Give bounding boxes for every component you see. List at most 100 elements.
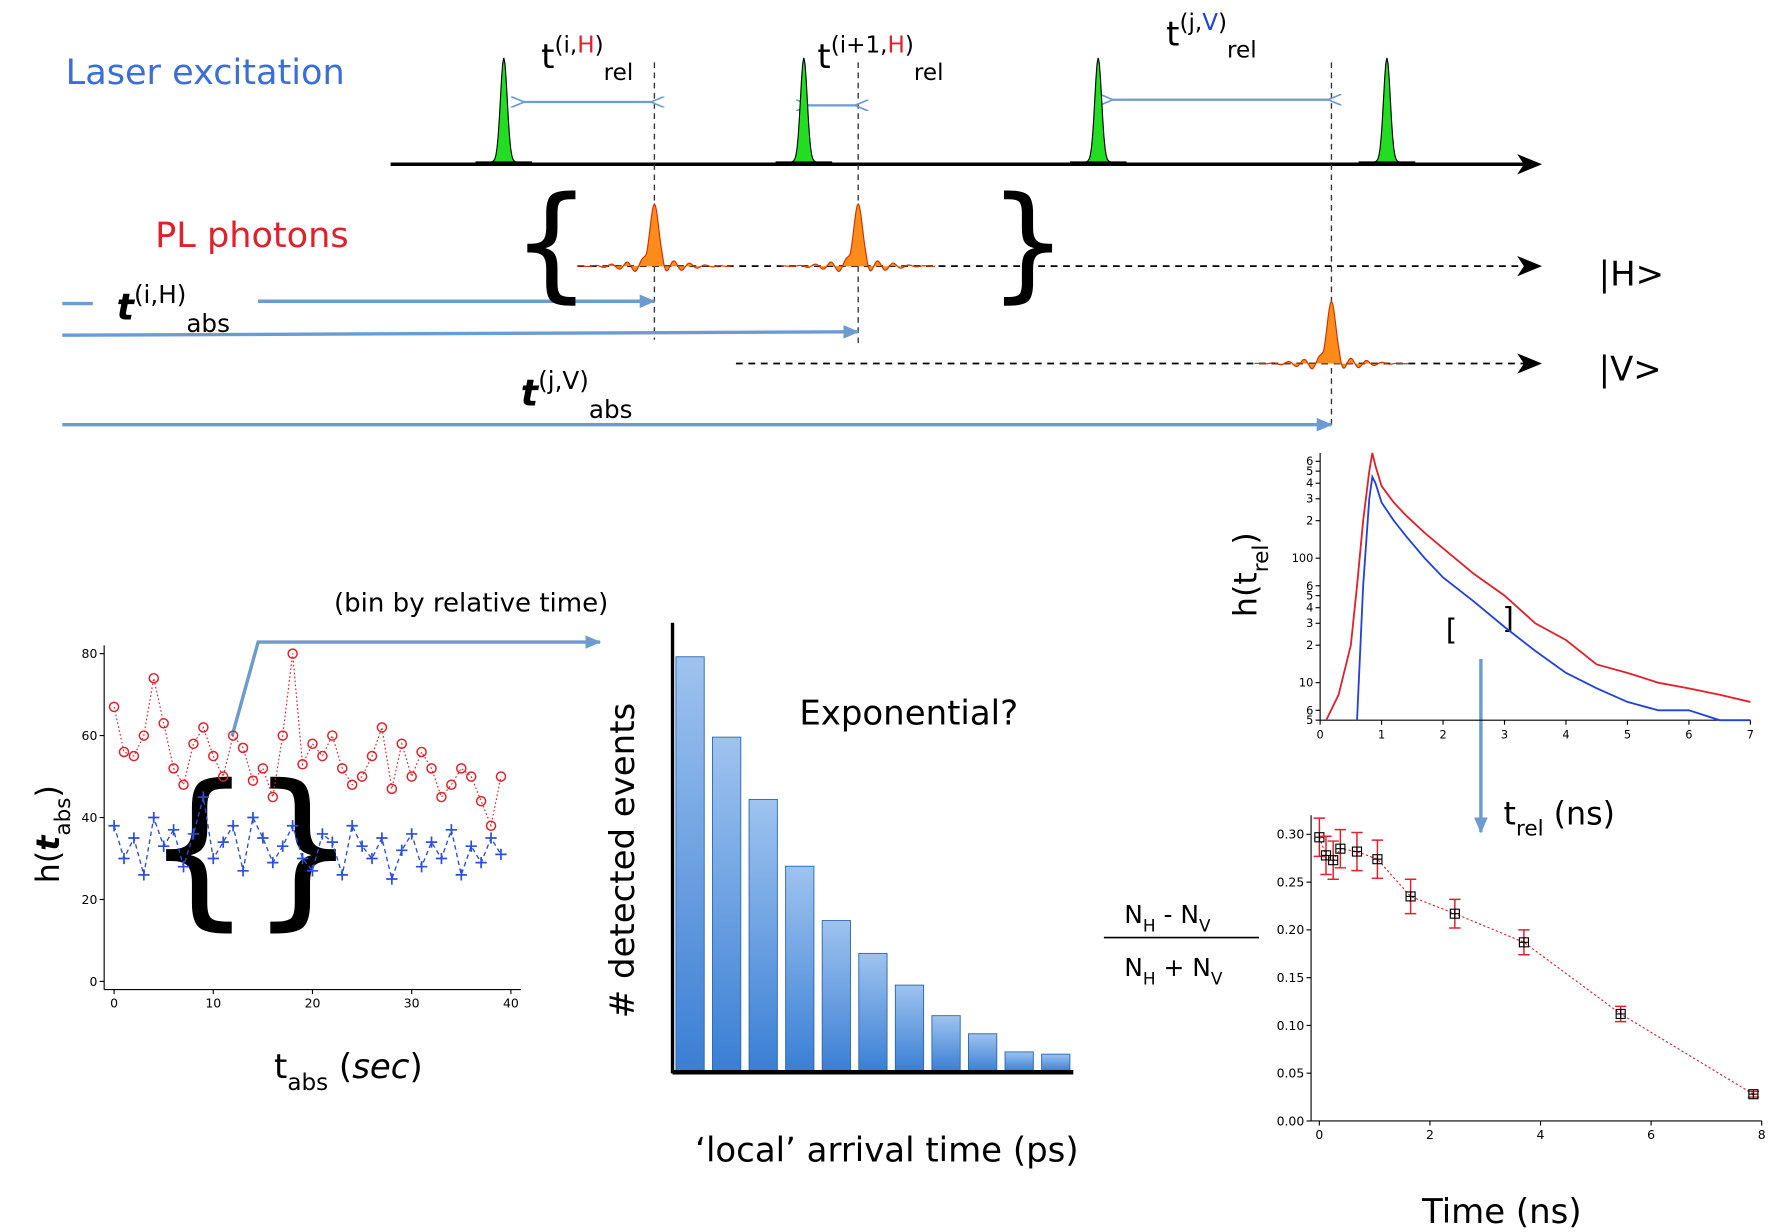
text-part: ) <box>1229 532 1265 544</box>
marker <box>1518 937 1530 948</box>
marker <box>425 836 438 848</box>
marker <box>455 869 467 881</box>
x-axis-label: ‘local’ arrival time (ps) <box>695 1131 1078 1171</box>
marker <box>188 738 199 750</box>
marker <box>138 730 150 741</box>
marker <box>237 742 249 754</box>
marker <box>286 820 299 832</box>
text-part: (i,H) <box>134 280 186 309</box>
text-part: t <box>541 37 554 77</box>
marker <box>456 763 467 774</box>
marker <box>267 856 279 869</box>
bar <box>748 798 778 1072</box>
x-tick-label: 1 <box>1378 727 1385 741</box>
marker <box>435 852 448 865</box>
svg-text:[: [ <box>1446 613 1457 647</box>
x-tick-label: 4 <box>1537 1127 1545 1142</box>
pl-pulse <box>577 202 732 273</box>
marker <box>1405 891 1416 902</box>
marker <box>1748 1089 1759 1100</box>
y-tick-label: 5 <box>1306 713 1313 727</box>
marker <box>316 828 329 840</box>
marker <box>336 869 348 881</box>
marker <box>465 771 477 782</box>
rel-label: t(i,H)rel <box>541 33 633 86</box>
text-part: sec <box>352 1047 410 1087</box>
marker <box>257 763 269 774</box>
ratio-denominator: NH + NV <box>1124 953 1223 989</box>
marker <box>307 738 318 750</box>
bar <box>894 984 925 1072</box>
svg-text:}: } <box>249 749 357 947</box>
marker <box>396 738 408 750</box>
y-tick-label: 3 <box>1306 492 1313 506</box>
marker <box>1351 846 1363 857</box>
x-tick-label: 6 <box>1647 1127 1655 1142</box>
text-part: V <box>1202 10 1218 36</box>
marker <box>436 791 447 803</box>
y-tick-label: 0.20 <box>1277 922 1305 937</box>
x-tick-label: 5 <box>1624 727 1631 741</box>
bar <box>968 1033 998 1072</box>
text-part: V <box>1199 916 1211 936</box>
marker <box>346 779 358 791</box>
marker <box>336 763 348 774</box>
series-line <box>1356 473 1751 722</box>
y-tick-label: 0.15 <box>1277 970 1305 985</box>
marker <box>495 771 507 782</box>
pl-label: PL photons <box>155 215 349 256</box>
laser-pulse <box>775 57 833 163</box>
marker <box>168 763 179 774</box>
laser-pulse <box>1358 57 1416 163</box>
y-tick-label: 40 <box>82 810 98 825</box>
x-axis-label: Time (ns) <box>1421 1192 1582 1232</box>
x-tick-label: 8 <box>1758 1127 1766 1142</box>
marker <box>346 820 358 832</box>
text-part: ) <box>1218 10 1227 36</box>
marker <box>317 750 328 762</box>
marker <box>426 763 437 774</box>
marker <box>177 861 190 873</box>
marker <box>296 852 309 865</box>
pl-pulse <box>781 202 936 273</box>
text-part: N <box>1124 900 1143 929</box>
y-tick-label: 0 <box>89 974 97 989</box>
text-part: t <box>31 834 67 851</box>
y-axis-label: h(trel) <box>1229 532 1274 617</box>
x-tick-label: 2 <box>1426 1127 1434 1142</box>
text-part: rel <box>914 60 944 86</box>
text-part: t <box>1166 14 1179 54</box>
text-part: (ns) <box>1544 796 1615 832</box>
marker <box>207 852 219 865</box>
svg-text:}: } <box>988 170 1067 315</box>
bar <box>712 736 742 1072</box>
text-part: abs <box>186 309 230 338</box>
text-part: t <box>521 371 540 414</box>
y-tick-label: 4 <box>1306 476 1313 490</box>
bar <box>858 952 888 1072</box>
text-part: ) <box>595 33 604 59</box>
text-part: H <box>888 33 905 59</box>
bar <box>821 920 851 1072</box>
series-line <box>113 653 502 828</box>
range-brackets: [] <box>1446 601 1514 646</box>
y-tick-label: 0.10 <box>1277 1018 1305 1033</box>
marker <box>485 832 497 844</box>
marker <box>197 791 210 803</box>
marker <box>326 836 338 848</box>
marker <box>277 730 288 741</box>
marker <box>406 771 417 782</box>
abs-arrows <box>62 294 1333 432</box>
text-part: h(t <box>1229 572 1265 617</box>
text-part: abs <box>287 1070 328 1096</box>
text-part: rel <box>1227 37 1257 63</box>
marker <box>1335 843 1346 854</box>
y-tick-label: 6 <box>1306 703 1313 717</box>
marker <box>1615 1008 1626 1020</box>
y-tick-label: 10 <box>1299 676 1313 690</box>
y-tick-label: 80 <box>82 646 98 661</box>
marker <box>227 820 239 832</box>
x-axis-label: trel (ns) <box>1504 796 1615 841</box>
marker <box>208 750 219 762</box>
arrowhead <box>1517 154 1543 175</box>
